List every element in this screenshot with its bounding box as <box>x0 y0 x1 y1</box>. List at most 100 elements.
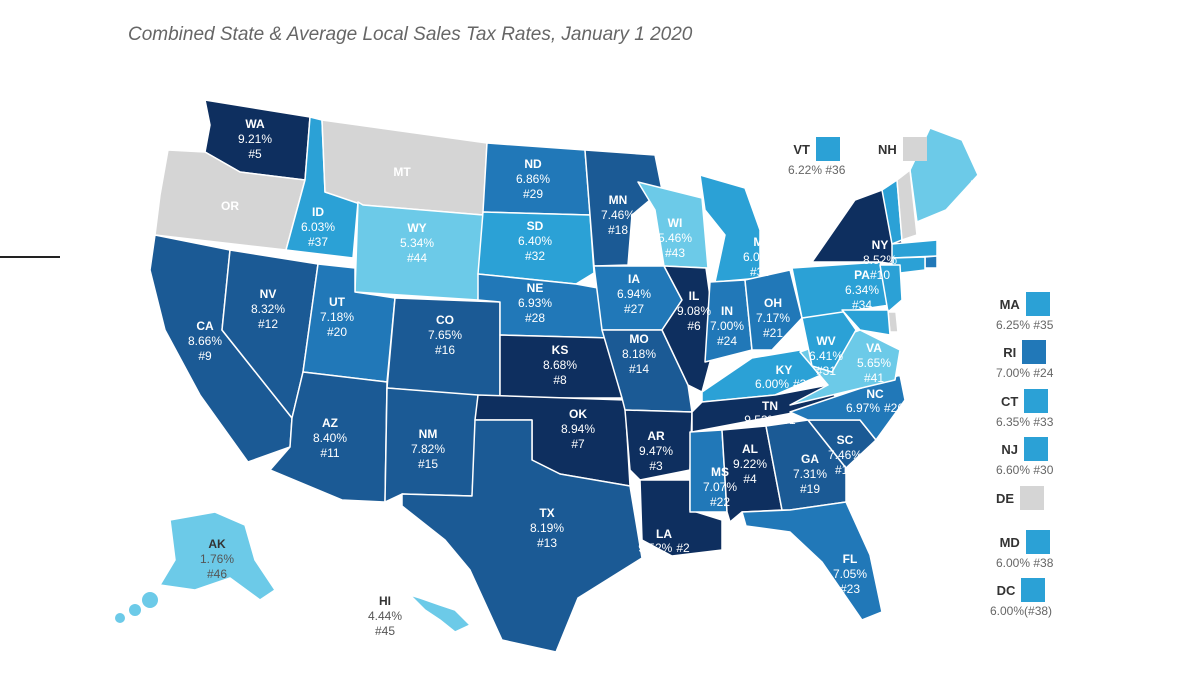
state-rate: 8.40% <box>313 431 347 445</box>
state-md[interactable] <box>841 309 891 336</box>
state-tx[interactable] <box>401 419 643 653</box>
state-oh[interactable] <box>744 269 803 351</box>
state-label-mi: MI6.00%#38 <box>743 235 777 279</box>
state-label-nm: NM7.82%#15 <box>411 427 445 471</box>
callout-value: 7.00% #24 <box>996 366 1053 380</box>
state-label-ky: KY6.00% #38 <box>755 363 813 391</box>
state-label-az: AZ8.40%#11 <box>313 416 347 460</box>
callout-rank: (#38) <box>1024 604 1053 618</box>
state-abbr: FL <box>843 552 858 566</box>
state-rank: #9 <box>198 349 212 363</box>
state-label-or: OR <box>221 199 239 213</box>
callout-rate: 6.35% <box>996 415 1031 429</box>
state-label-me: ME5.50%#42 <box>970 163 1004 207</box>
state-abbr: IA <box>628 272 640 286</box>
state-label-wv: WV6.41%#31 <box>809 334 843 378</box>
color-swatch <box>1025 292 1050 316</box>
state-label-in: IN7.00%#24 <box>710 304 744 348</box>
state-hi[interactable] <box>409 594 471 633</box>
callout-rate: 6.00% <box>990 604 1025 618</box>
state-label-ok: OK8.94%#7 <box>561 407 595 451</box>
state-rate: 7.46% <box>601 208 635 222</box>
state-rate-rank: 9.53% #1 <box>744 413 796 427</box>
callout-rank: #33 <box>1033 415 1054 429</box>
state-rank: #28 <box>525 311 545 325</box>
state-rate: 8.32% <box>251 302 285 316</box>
state-ma[interactable] <box>891 239 938 259</box>
callout-value: 6.00%(#38) <box>990 604 1052 618</box>
state-rate: 6.41% <box>809 349 843 363</box>
state-rate: 9.08% <box>677 304 711 318</box>
callout-value: 6.25% #35 <box>996 318 1053 332</box>
state-rank: #22 <box>710 495 730 509</box>
state-label-ny: NY8.52%#10 <box>863 238 897 282</box>
state-rank: #31 <box>816 364 836 378</box>
callout-abbr: DC <box>996 582 1016 598</box>
state-label-wy: WY5.34%#44 <box>400 221 434 265</box>
state-abbr: ME <box>978 163 996 177</box>
callout-ri: RI 7.00% #24 <box>996 340 1053 380</box>
state-rate: 9.21% <box>238 132 272 146</box>
state-abbr: MO <box>629 332 648 346</box>
callout-nh: NH <box>878 137 927 161</box>
state-me[interactable] <box>909 127 979 223</box>
state-abbr: PA <box>854 268 870 282</box>
state-abbr: LA <box>656 527 672 541</box>
state-label-sd: SD6.40%#32 <box>518 219 552 263</box>
state-fl[interactable] <box>741 501 883 621</box>
state-label-wi: WI5.46%#43 <box>658 216 692 260</box>
state-label-pa: PA6.34%#34 <box>845 268 879 312</box>
state-nh[interactable] <box>896 169 918 241</box>
state-wy[interactable] <box>354 201 484 301</box>
state-abbr: GA <box>801 452 819 466</box>
state-abbr: NE <box>527 281 544 295</box>
divider-line <box>0 256 60 258</box>
state-ri[interactable] <box>924 255 938 269</box>
state-rate-rank: 9.52% #2 <box>638 541 690 555</box>
state-nc[interactable] <box>789 374 906 441</box>
state-abbr: MS <box>711 465 729 479</box>
state-rank: #38 <box>793 377 813 391</box>
state-abbr: NY <box>872 238 889 252</box>
state-label-oh: OH7.17%#21 <box>756 296 790 340</box>
callout-abbr: CT <box>1001 393 1019 409</box>
state-ms[interactable] <box>689 429 728 513</box>
state-rank: #26 <box>884 401 904 415</box>
state-abbr: IN <box>721 304 733 318</box>
state-mn[interactable] <box>584 149 663 267</box>
state-ak[interactable] <box>159 511 276 601</box>
state-rank: #32 <box>525 249 545 263</box>
map-title: Combined State & Average Local Sales Tax… <box>128 24 693 45</box>
state-rank: #38 <box>750 265 770 279</box>
state-rank: #13 <box>537 536 557 550</box>
state-rate-rank: 6.00% #38 <box>755 377 813 391</box>
state-sd[interactable] <box>477 211 595 285</box>
state-abbr: UT <box>329 295 346 309</box>
state-label-sc: SC7.46%#17 <box>828 433 862 477</box>
state-rank: #45 <box>375 624 395 638</box>
state-il[interactable] <box>661 265 717 393</box>
state-rate: 9.52% <box>638 541 672 555</box>
state-label-wa: WA9.21%#5 <box>238 117 272 161</box>
state-rate: 7.05% <box>833 567 867 581</box>
state-abbr: SC <box>837 433 854 447</box>
state-rank: #12 <box>258 317 278 331</box>
state-rate: 6.86% <box>516 172 550 186</box>
callout-abbr: NJ <box>1001 441 1019 457</box>
state-rank: #3 <box>649 459 663 473</box>
state-label-nv: NV8.32%#12 <box>251 287 285 331</box>
state-abbr: OK <box>569 407 587 421</box>
state-rank: #1 <box>782 413 796 427</box>
callout-ma: MA 6.25% #35 <box>996 292 1053 332</box>
state-rank: #44 <box>407 251 427 265</box>
callout-md: MD 6.00% #38 <box>996 530 1053 570</box>
state-rate: 8.52% <box>863 253 897 267</box>
state-rate: 7.00% <box>710 319 744 333</box>
state-rank: #14 <box>629 362 649 376</box>
alaska-island <box>129 604 141 616</box>
state-rate: 6.00% <box>755 377 789 391</box>
state-nj[interactable] <box>879 264 903 313</box>
color-swatch <box>1025 530 1050 554</box>
state-ar[interactable] <box>624 409 693 481</box>
